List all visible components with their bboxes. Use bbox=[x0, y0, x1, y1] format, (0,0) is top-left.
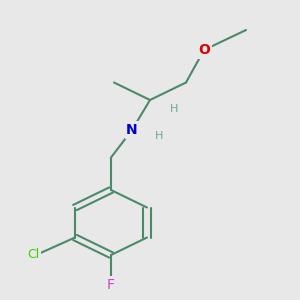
Text: H: H bbox=[154, 131, 163, 141]
Text: F: F bbox=[107, 278, 115, 292]
Text: N: N bbox=[126, 123, 138, 137]
Text: Cl: Cl bbox=[27, 248, 39, 262]
Text: H: H bbox=[169, 104, 178, 114]
Text: O: O bbox=[198, 43, 210, 57]
